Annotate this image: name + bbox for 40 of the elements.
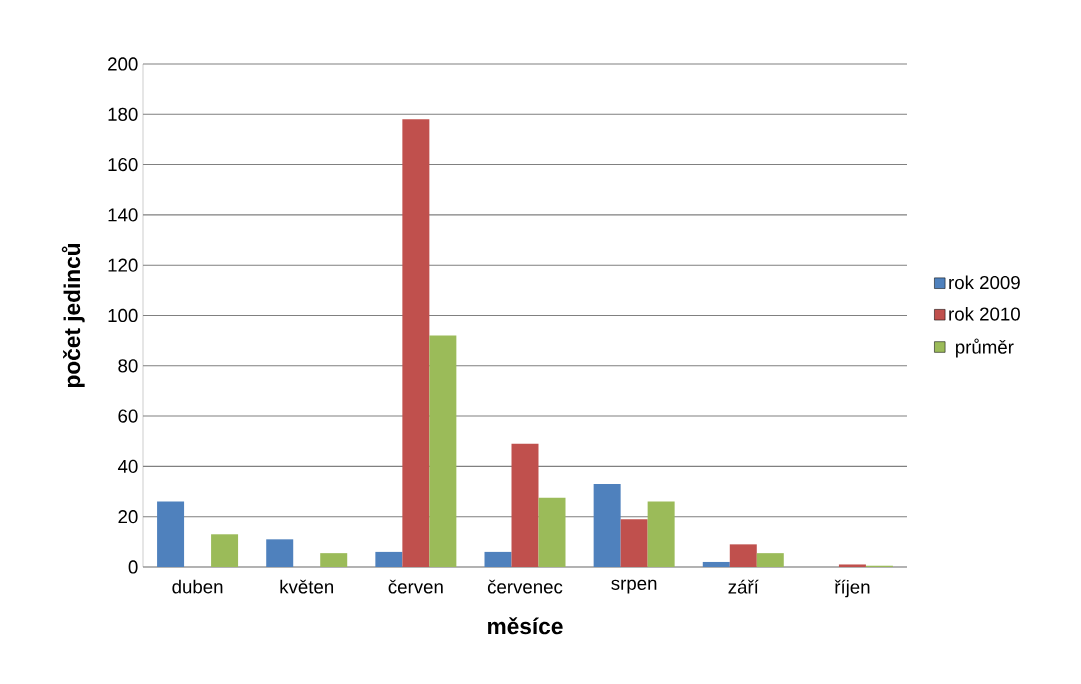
y-tick-label: 80 <box>118 359 138 373</box>
y-tick-label: 140 <box>108 208 138 222</box>
x-tick-label: září <box>728 579 759 594</box>
bar <box>266 539 294 567</box>
y-tick-label: 120 <box>108 258 138 272</box>
y-tick-label: 40 <box>117 459 138 473</box>
x-tick-label: duben <box>172 579 223 594</box>
y-tick-label: 0 <box>128 560 138 574</box>
bar <box>593 483 621 567</box>
y-tick-label: 200 <box>108 57 138 71</box>
bar <box>511 443 539 567</box>
y-axis-title: počet jedinců <box>61 243 85 388</box>
bar <box>211 534 239 567</box>
x-tick-label: červen <box>388 579 443 594</box>
bar <box>484 551 512 567</box>
legend-label: průměr <box>956 338 1014 358</box>
bar <box>157 501 185 567</box>
legend-label: rok 2010 <box>949 306 1020 321</box>
bar <box>620 519 648 567</box>
bar <box>429 335 457 567</box>
bar <box>838 564 866 567</box>
legend-label: rok 2009 <box>949 275 1020 290</box>
x-tick-label: říjen <box>834 579 870 598</box>
bar <box>375 551 403 567</box>
y-tick-label: 60 <box>118 409 138 423</box>
y-tick-label: 160 <box>108 157 138 172</box>
bar <box>729 544 757 567</box>
x-tick-label: srpen <box>611 579 657 594</box>
bar <box>538 497 566 567</box>
x-tick-label: květen <box>280 579 334 594</box>
bar <box>702 561 730 567</box>
bar <box>647 501 675 567</box>
bar <box>756 553 784 567</box>
bar <box>320 553 348 567</box>
y-tick-label: 100 <box>108 308 138 323</box>
bar <box>402 119 430 567</box>
x-axis-title: měsíce <box>488 617 563 635</box>
x-tick-label: červenec <box>487 579 563 594</box>
y-tick-label: 180 <box>108 107 138 121</box>
y-tick-label: 20 <box>118 510 138 524</box>
